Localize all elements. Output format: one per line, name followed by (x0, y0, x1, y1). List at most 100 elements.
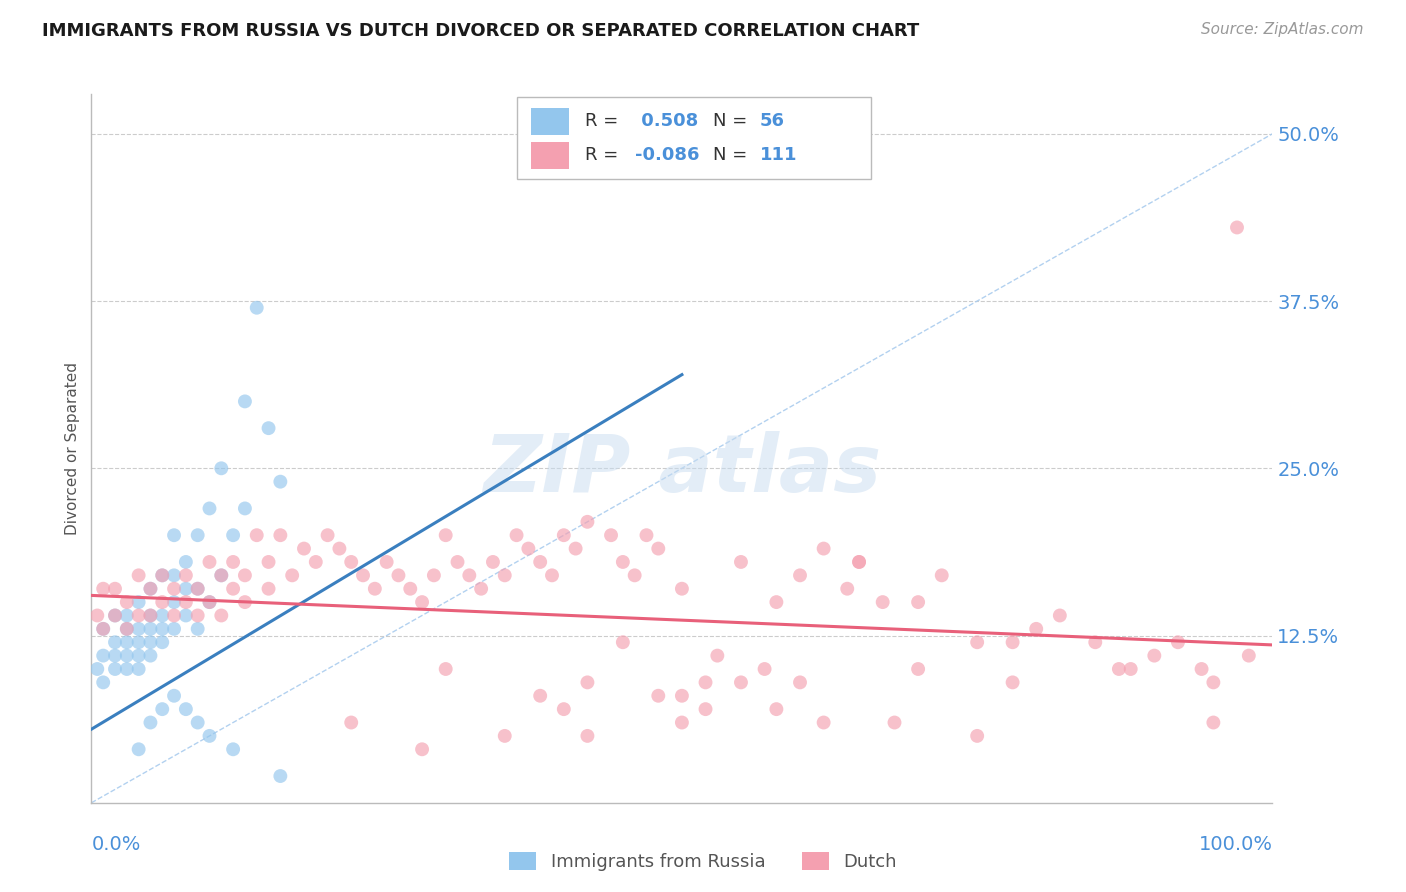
Point (576, 675, 599, 690)
Point (1001, 675, 1024, 690)
Point (505, 528, 527, 542)
Point (517, 541, 540, 556)
Point (1226, 220, 1249, 235)
Point (482, 555, 505, 569)
Text: 56: 56 (759, 112, 785, 130)
Point (115, 635, 138, 649)
Point (174, 568, 197, 582)
Point (174, 595, 197, 609)
Point (139, 608, 162, 623)
Point (529, 555, 551, 569)
Point (494, 729, 516, 743)
Point (387, 568, 409, 582)
Legend: Immigrants from Russia, Dutch: Immigrants from Russia, Dutch (502, 845, 904, 879)
Point (128, 608, 150, 623)
Point (564, 541, 586, 556)
Point (1084, 635, 1107, 649)
Point (434, 528, 457, 542)
Point (352, 568, 374, 582)
Point (86, 662, 108, 676)
Point (612, 635, 634, 649)
Point (233, 501, 256, 516)
Point (139, 582, 162, 596)
Point (1119, 662, 1142, 676)
Point (671, 689, 693, 703)
Point (883, 715, 905, 730)
Point (91, 648, 114, 663)
Point (494, 568, 516, 582)
Point (187, 715, 209, 730)
Point (209, 608, 232, 623)
Point (269, 475, 291, 489)
Point (139, 582, 162, 596)
Point (553, 528, 575, 542)
Point (187, 608, 209, 623)
Point (765, 702, 787, 716)
Point (434, 662, 457, 676)
Point (139, 635, 162, 649)
Point (246, 301, 269, 315)
Point (104, 635, 127, 649)
Point (529, 689, 551, 703)
Point (139, 648, 162, 663)
Point (139, 622, 162, 636)
Point (233, 568, 256, 582)
Point (163, 689, 186, 703)
Point (848, 555, 870, 569)
Point (246, 528, 269, 542)
Point (257, 555, 280, 569)
Point (1202, 715, 1225, 730)
Point (198, 595, 221, 609)
Point (789, 675, 811, 690)
Point (139, 608, 162, 623)
Point (150, 568, 173, 582)
Point (150, 622, 173, 636)
Point (364, 582, 387, 596)
Point (872, 595, 894, 609)
Point (340, 555, 363, 569)
Point (281, 568, 304, 582)
Point (1191, 662, 1213, 676)
Point (163, 568, 186, 582)
Point (1025, 622, 1047, 636)
Bar (516, 97, 870, 178)
Point (163, 608, 186, 623)
Point (150, 568, 173, 582)
Point (187, 528, 209, 542)
Point (375, 555, 398, 569)
Point (1167, 635, 1189, 649)
Point (104, 648, 127, 663)
Point (222, 528, 245, 542)
Point (695, 675, 717, 690)
Text: IMMIGRANTS FROM RUSSIA VS DUTCH DIVORCED OR SEPARATED CORRELATION CHART: IMMIGRANTS FROM RUSSIA VS DUTCH DIVORCED… (42, 22, 920, 40)
Point (115, 622, 138, 636)
Point (292, 541, 315, 556)
Point (128, 742, 150, 756)
Point (150, 635, 173, 649)
Point (706, 648, 728, 663)
Point (115, 648, 138, 663)
Point (966, 729, 988, 743)
Point (576, 515, 599, 529)
Point (198, 555, 221, 569)
Point (198, 729, 221, 743)
Text: 0.0%: 0.0% (91, 835, 141, 854)
Point (115, 662, 138, 676)
Point (115, 595, 138, 609)
Point (541, 568, 564, 582)
Point (198, 595, 221, 609)
Point (671, 715, 693, 730)
Point (636, 528, 658, 542)
Point (128, 635, 150, 649)
Point (104, 662, 127, 676)
Point (837, 582, 859, 596)
Point (128, 568, 150, 582)
Point (966, 635, 988, 649)
Point (1001, 635, 1024, 649)
Point (576, 729, 599, 743)
Point (907, 595, 929, 609)
Bar (530, 142, 568, 169)
Point (411, 742, 433, 756)
Point (91, 582, 114, 596)
Text: -0.086: -0.086 (634, 146, 699, 164)
